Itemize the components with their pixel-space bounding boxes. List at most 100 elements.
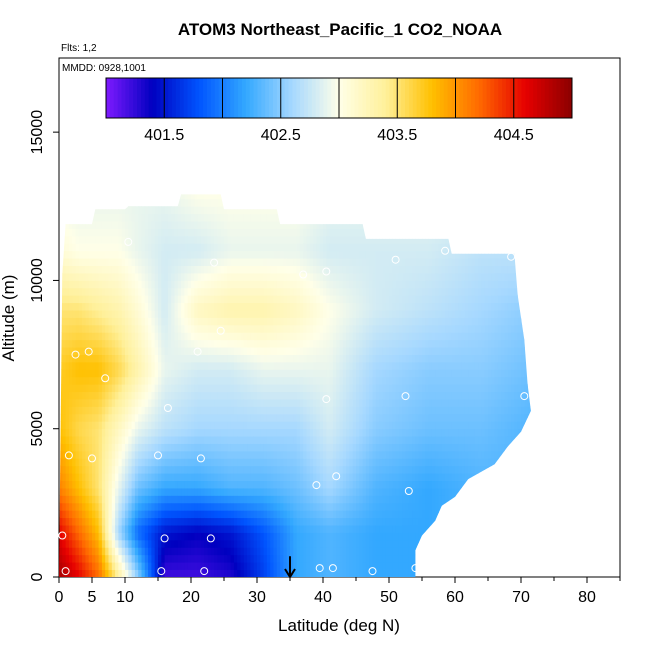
heatmap-cell: [138, 458, 142, 467]
heatmap-cell: [200, 421, 205, 430]
heatmap-cell: [319, 194, 324, 200]
heatmap-cell: [92, 421, 96, 430]
heatmap-cell: [177, 391, 182, 400]
heatmap-cell: [220, 502, 225, 511]
heatmap-cell: [72, 443, 76, 452]
heatmap-cell: [62, 458, 66, 467]
heatmap-cell: [296, 235, 301, 244]
heatmap-cell: [144, 235, 149, 244]
heatmap-cell: [105, 361, 109, 370]
heatmap-cell: [260, 547, 264, 556]
heatmap-cell: [98, 265, 103, 274]
heatmap-cell: [349, 295, 354, 304]
heatmap-cell: [356, 569, 360, 577]
heatmap-cell: [184, 443, 189, 452]
heatmap-cell: [240, 413, 245, 422]
heatmap-cell: [78, 502, 83, 511]
heatmap-cell: [332, 250, 337, 259]
heatmap-cell: [339, 235, 344, 244]
heatmap-cell: [111, 421, 116, 430]
heatmap-cell: [158, 458, 162, 467]
heatmap-cell: [118, 473, 123, 482]
heatmap-cell: [233, 480, 238, 489]
heatmap-cell: [276, 428, 281, 437]
heatmap-cell: [290, 436, 294, 444]
heatmap-cell: [309, 569, 314, 577]
heatmap-cell: [356, 361, 360, 370]
heatmap-cell: [233, 391, 238, 400]
heatmap-cell: [164, 450, 169, 459]
heatmap-cell: [306, 562, 311, 570]
heatmap-cell: [227, 250, 231, 259]
heatmap-cell: [62, 436, 66, 444]
heatmap-cell: [141, 399, 146, 407]
heatmap-cell: [85, 480, 90, 489]
heatmap-cell: [326, 265, 330, 274]
heatmap-cell: [131, 194, 136, 200]
heatmap-cell: [329, 458, 334, 467]
heatmap-cell: [369, 458, 373, 467]
heatmap-cell: [356, 213, 360, 222]
heatmap-cell: [115, 554, 119, 563]
heatmap-cell: [257, 250, 261, 259]
heatmap-cell: [111, 258, 116, 266]
heatmap-cell: [101, 235, 106, 244]
heatmap-cell: [356, 287, 360, 296]
heatmap-cell: [240, 354, 245, 363]
heatmap-cell: [59, 280, 63, 289]
heatmap-cell: [332, 421, 337, 430]
heatmap-cell: [237, 517, 241, 526]
heatmap-cell: [171, 243, 175, 252]
heatmap-cell: [154, 221, 159, 229]
heatmap-cell: [108, 525, 113, 533]
heatmap-cell: [293, 213, 297, 222]
heatmap-cell: [181, 295, 185, 304]
heatmap-cell: [349, 213, 354, 222]
heatmap-cell: [369, 510, 373, 519]
heatmap-cell: [62, 406, 66, 415]
heatmap-cell: [200, 213, 205, 222]
heatmap-cell: [191, 280, 195, 289]
heatmap-cell: [332, 562, 337, 570]
heatmap-cell: [250, 399, 255, 407]
heatmap-cell: [253, 376, 258, 385]
heatmap-cell: [296, 428, 301, 437]
heatmap-cell: [78, 213, 83, 222]
heatmap-cell: [313, 428, 317, 437]
heatmap-cell: [62, 250, 66, 259]
heatmap-cell: [309, 465, 314, 474]
heatmap-cell: [65, 339, 70, 348]
heatmap-cell: [167, 473, 172, 482]
heatmap-cell: [342, 206, 347, 215]
heatmap-cell: [260, 539, 264, 548]
heatmap-cell: [253, 280, 258, 289]
heatmap-cell: [151, 243, 156, 252]
heatmap-cell: [72, 502, 76, 511]
heatmap-cell: [323, 406, 327, 415]
heatmap-cell: [184, 361, 189, 370]
heatmap-cell: [65, 317, 70, 326]
heatmap-cell: [75, 206, 80, 215]
heatmap-cell: [88, 539, 93, 548]
heatmap-cell: [293, 194, 297, 200]
heatmap-cell: [134, 413, 139, 422]
heatmap-cell: [253, 273, 258, 281]
heatmap-cell: [233, 213, 238, 222]
heatmap-cell: [365, 206, 370, 215]
heatmap-cell: [204, 295, 208, 304]
heatmap-cell: [276, 384, 281, 393]
heatmap-cell: [92, 369, 96, 378]
heatmap-cell: [227, 213, 231, 222]
heatmap-cell: [59, 465, 63, 474]
heatmap-cell: [329, 332, 334, 341]
heatmap-cell: [59, 369, 63, 378]
heatmap-cell: [68, 213, 73, 222]
heatmap-cell: [151, 502, 156, 511]
heatmap-cell: [323, 354, 327, 363]
heatmap-cell: [369, 488, 373, 496]
heatmap-cell: [131, 495, 136, 504]
heatmap-cell: [346, 258, 350, 266]
heatmap-cell: [164, 332, 169, 341]
heatmap-cell: [299, 399, 304, 407]
heatmap-cell: [260, 228, 264, 237]
